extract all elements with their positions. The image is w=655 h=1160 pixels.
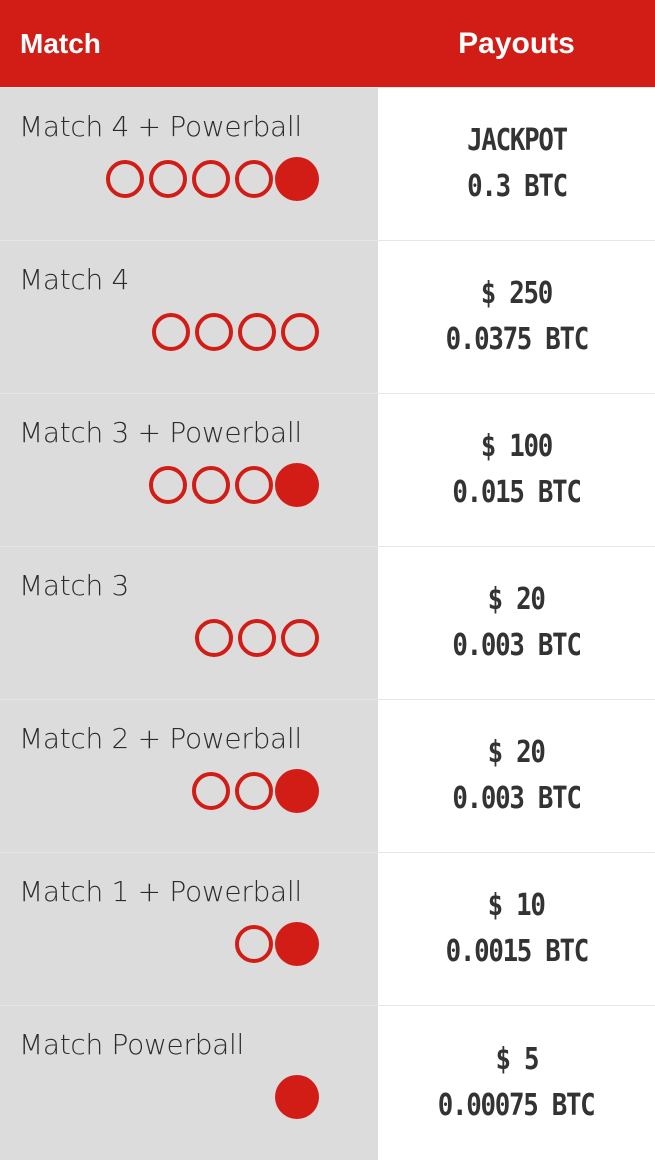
white-ball-icon [235, 160, 273, 198]
table-row: Match 1 + Powerball $ 10 0.0015 BTC [0, 853, 655, 1006]
match-cell: Match 1 + Powerball [0, 853, 378, 1005]
payout-amount: $ 5 [495, 1042, 539, 1077]
table-row: Match 4 $ 250 0.0375 BTC [0, 241, 655, 394]
white-ball-icon [192, 466, 230, 504]
payout-amount: $ 20 [488, 735, 546, 770]
balls-group [190, 619, 319, 657]
white-ball-icon [192, 772, 230, 810]
payout-amount: $ 20 [488, 582, 546, 617]
table-row: Match 3 + Powerball $ 100 0.015 BTC [0, 394, 655, 547]
balls-group [273, 1075, 319, 1119]
match-cell: Match 2 + Powerball [0, 700, 378, 852]
payout-cell: JACKPOT 0.3 BTC [378, 88, 655, 240]
payout-btc: 0.015 BTC [452, 475, 581, 510]
match-label: Match 3 + Powerball [19, 416, 302, 449]
payout-amount: JACKPOT [466, 123, 568, 158]
payout-amount: $ 250 [480, 276, 554, 311]
balls-group [187, 769, 319, 813]
payout-cell: $ 20 0.003 BTC [378, 547, 655, 699]
powerball-icon [275, 769, 319, 813]
payout-btc: 0.3 BTC [466, 169, 568, 204]
table-row: Match 2 + Powerball $ 20 0.003 BTC [0, 700, 655, 853]
balls-group [144, 463, 319, 507]
payout-cell: $ 10 0.0015 BTC [378, 853, 655, 1005]
match-label: Match Powerball [19, 1028, 244, 1061]
match-label: Match 4 + Powerball [19, 110, 302, 143]
balls-group [147, 313, 319, 351]
white-ball-icon [235, 925, 273, 963]
white-ball-icon [106, 160, 144, 198]
balls-group [230, 922, 319, 966]
table-header: Match Payouts [0, 0, 655, 88]
match-cell: Match 4 + Powerball [0, 88, 378, 240]
payout-cell: $ 100 0.015 BTC [378, 394, 655, 546]
payout-btc: 0.003 BTC [452, 781, 581, 816]
table-row: Match Powerball $ 5 0.00075 BTC [0, 1006, 655, 1160]
white-ball-icon [235, 772, 273, 810]
payout-btc: 0.003 BTC [452, 628, 581, 663]
match-cell: Match 3 [0, 547, 378, 699]
payout-btc: 0.0015 BTC [445, 934, 589, 969]
balls-group [101, 157, 319, 201]
payout-amount: $ 100 [480, 429, 554, 464]
white-ball-icon [238, 619, 276, 657]
powerball-icon [275, 463, 319, 507]
match-cell: Match Powerball [0, 1006, 378, 1160]
match-cell: Match 4 [0, 241, 378, 393]
payout-cell: $ 5 0.00075 BTC [378, 1006, 655, 1160]
white-ball-icon [195, 619, 233, 657]
match-column-header: Match [20, 27, 101, 59]
powerball-icon [275, 157, 319, 201]
payout-cell: $ 250 0.0375 BTC [378, 241, 655, 393]
white-ball-icon [235, 466, 273, 504]
white-ball-icon [192, 160, 230, 198]
payouts-column-header: Payouts [458, 26, 575, 60]
match-label: Match 3 [19, 569, 130, 602]
match-cell: Match 3 + Powerball [0, 394, 378, 546]
payout-amount: $ 10 [488, 888, 546, 923]
match-label: Match 4 [19, 263, 130, 296]
payout-btc: 0.0375 BTC [445, 322, 589, 357]
white-ball-icon [281, 313, 319, 351]
white-ball-icon [238, 313, 276, 351]
payout-cell: $ 20 0.003 BTC [378, 700, 655, 852]
white-ball-icon [149, 466, 187, 504]
white-ball-icon [149, 160, 187, 198]
match-label: Match 2 + Powerball [19, 722, 302, 755]
table-body: Match 4 + Powerball JACKPOT 0.3 BTC Match 4… [0, 88, 655, 1160]
payout-btc: 0.00075 BTC [438, 1088, 596, 1123]
white-ball-icon [195, 313, 233, 351]
table-row: Match 3 $ 20 0.003 BTC [0, 547, 655, 700]
powerball-icon [275, 1075, 319, 1119]
white-ball-icon [281, 619, 319, 657]
match-label: Match 1 + Powerball [19, 875, 302, 908]
white-ball-icon [152, 313, 190, 351]
powerball-icon [275, 922, 319, 966]
table-row: Match 4 + Powerball JACKPOT 0.3 BTC [0, 88, 655, 241]
